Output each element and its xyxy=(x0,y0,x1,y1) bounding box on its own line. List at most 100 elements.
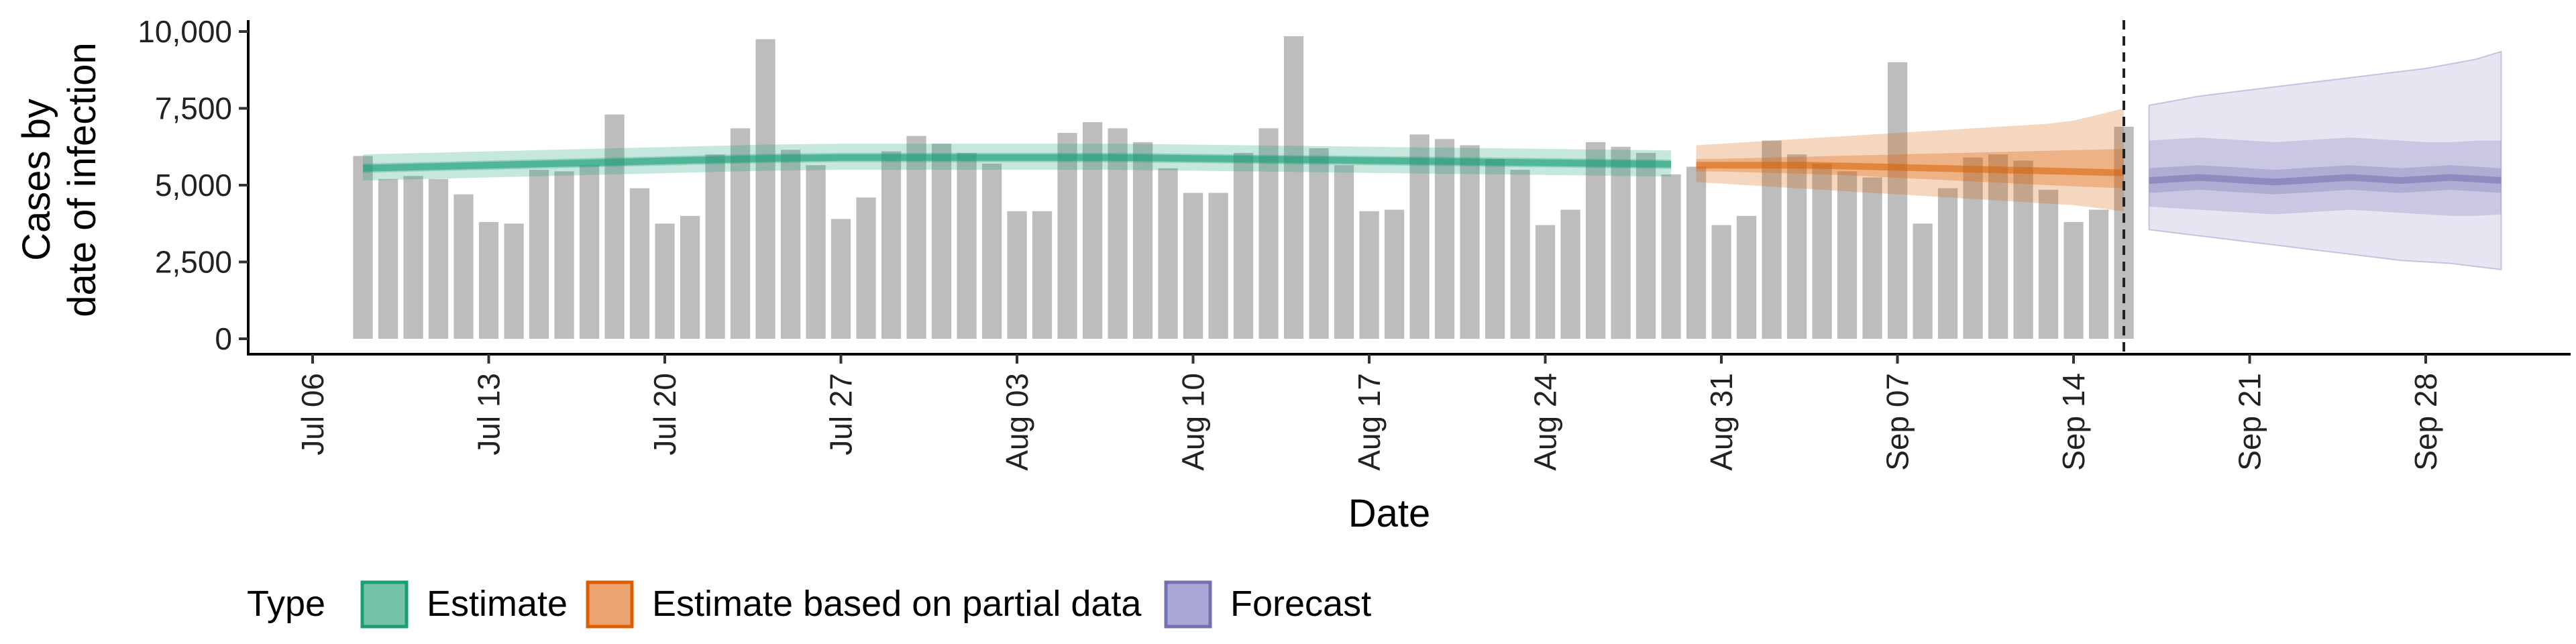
bar xyxy=(378,178,398,339)
y-tick-label: 0 xyxy=(215,321,232,356)
x-tick-label: Sep 21 xyxy=(2233,373,2267,471)
legend: Type Estimate Estimate based on partial … xyxy=(247,580,1371,629)
legend-title: Type xyxy=(247,584,325,624)
bar xyxy=(629,188,650,339)
bar xyxy=(1711,225,1731,339)
bar xyxy=(1007,211,1027,339)
bar xyxy=(1183,193,1203,339)
legend-label-partial: Estimate based on partial data xyxy=(652,584,1142,624)
x-axis-title: Date xyxy=(1348,492,1431,535)
bar xyxy=(478,222,499,339)
median-estimate xyxy=(362,154,1672,172)
bar xyxy=(1384,209,1405,339)
bar xyxy=(1510,170,1530,339)
bar xyxy=(2063,222,2084,339)
bar xyxy=(906,136,926,339)
bar xyxy=(1862,177,1882,339)
legend-label-forecast: Forecast xyxy=(1230,584,1371,624)
bar xyxy=(830,219,851,339)
median-estimate-based-on-partial-data xyxy=(1696,162,2125,176)
bar xyxy=(1535,225,1556,339)
bar xyxy=(1434,139,1455,339)
x-tick-label: Aug 17 xyxy=(1352,373,1387,471)
bar xyxy=(453,194,474,339)
bar xyxy=(2038,189,2059,339)
bar xyxy=(1963,157,1983,339)
y-tick-label: 2,500 xyxy=(155,245,232,280)
bar xyxy=(881,151,902,339)
y-tick-label: 10,000 xyxy=(138,14,232,49)
bar xyxy=(1988,154,2008,339)
bar xyxy=(1887,62,1908,339)
x-ticks: Jul 06 Jul 13 Jul 20 Jul 27 Aug 03 Aug 10 Aug … xyxy=(295,354,2443,471)
bar xyxy=(1585,142,1606,339)
bar xyxy=(780,150,801,339)
band-90-estimate-based-on-partial-data xyxy=(1696,108,2124,211)
bar xyxy=(755,39,775,339)
legend-swatch-forecast xyxy=(1164,580,1212,629)
bar xyxy=(1460,145,1480,339)
bar xyxy=(1611,146,1631,339)
x-tick-label: Jul 13 xyxy=(472,373,506,455)
bar xyxy=(1258,128,1279,339)
bands-layer xyxy=(362,50,2502,271)
x-tick-label: Aug 31 xyxy=(1704,373,1739,471)
legend-swatch-partial xyxy=(586,580,634,629)
bar xyxy=(1409,134,1430,339)
legend-label-estimate: Estimate xyxy=(427,584,568,624)
x-tick-label: Aug 03 xyxy=(1000,373,1034,471)
bar xyxy=(705,154,725,339)
bar xyxy=(1108,128,1128,339)
bar xyxy=(931,144,952,339)
bar xyxy=(957,152,977,339)
bar xyxy=(1786,154,1807,339)
bar xyxy=(1359,211,1379,339)
bar xyxy=(1057,133,1077,339)
bar xyxy=(2088,209,2109,339)
bar xyxy=(504,223,524,339)
bar xyxy=(579,165,600,339)
bar xyxy=(1661,174,1681,339)
y-axis-title-line1: Cases by xyxy=(15,99,58,261)
bar xyxy=(981,163,1002,339)
bar xyxy=(353,156,373,339)
bar xyxy=(554,171,574,339)
bar xyxy=(1158,168,1178,339)
bar xyxy=(1635,152,1656,339)
bar xyxy=(1132,142,1153,339)
bar xyxy=(1736,215,1757,339)
y-tick-label: 7,500 xyxy=(155,91,232,126)
bar xyxy=(1208,193,1228,339)
y-axis-title-line2: date of infection xyxy=(60,42,104,317)
band-outer-forecast xyxy=(2148,50,2502,271)
bar xyxy=(1309,148,1329,339)
bar xyxy=(655,223,675,339)
bars-layer xyxy=(353,36,2134,339)
legend-swatch-estimate xyxy=(360,580,409,629)
y-ticks: 0 2,500 5,000 7,500 10,000 xyxy=(138,14,248,356)
bar xyxy=(1913,223,1933,339)
bar xyxy=(1485,159,1505,339)
bar xyxy=(1686,166,1707,339)
bar xyxy=(1334,165,1354,339)
bar xyxy=(856,197,876,339)
bar xyxy=(1812,163,1832,339)
bar xyxy=(1937,188,1958,339)
x-tick-label: Sep 14 xyxy=(2056,373,2091,471)
bar xyxy=(1560,209,1580,339)
y-tick-label: 5,000 xyxy=(155,168,232,203)
median-forecast xyxy=(2149,174,2502,186)
bar xyxy=(1762,140,1782,339)
bar xyxy=(730,128,751,339)
x-tick-label: Aug 24 xyxy=(1528,373,1563,471)
x-tick-label: Jul 06 xyxy=(295,373,330,455)
bar xyxy=(1032,211,1053,339)
x-tick-label: Aug 10 xyxy=(1176,373,1211,471)
axes-layer xyxy=(247,20,2571,356)
bar xyxy=(2013,160,2033,339)
band-90-estimate xyxy=(363,144,1671,181)
x-tick-label: Jul 20 xyxy=(647,373,682,455)
bar xyxy=(529,170,549,339)
bar xyxy=(428,178,449,339)
